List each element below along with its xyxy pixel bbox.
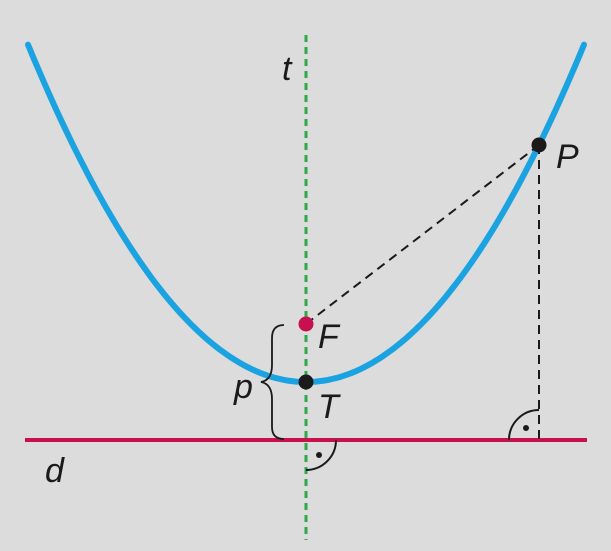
focal-distance-segment <box>305 144 540 325</box>
parameter-brace <box>260 324 285 440</box>
label-p-parameter: p <box>233 368 253 406</box>
label-t: t <box>282 50 293 88</box>
label-d: d <box>45 452 65 490</box>
label-f: F <box>318 318 341 356</box>
label-p-point: P <box>556 138 579 176</box>
point-p <box>531 137 547 153</box>
label-t-vertex: T <box>318 388 341 426</box>
focus-point <box>298 316 314 332</box>
right-angle-mark-axis <box>305 439 337 471</box>
vertex-point <box>298 374 314 390</box>
right-angle-mark-p <box>508 409 540 441</box>
